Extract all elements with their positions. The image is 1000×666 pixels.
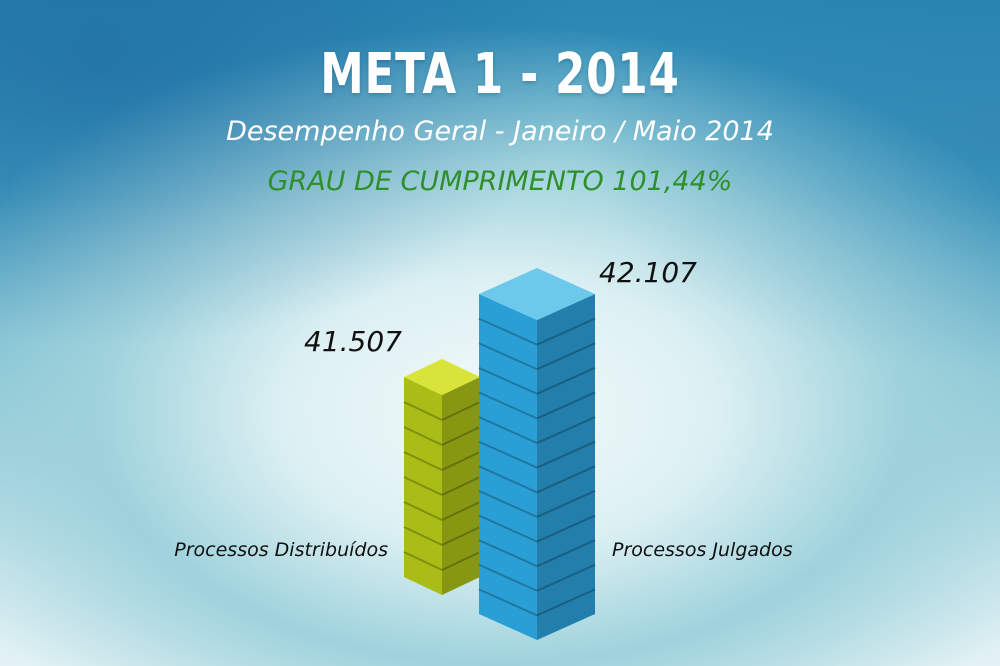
bar-julgados-layer-left-2: [478, 342, 538, 371]
bar-julgados-layer-left-11: [478, 563, 538, 592]
bar-julgados-layer-left-3: [478, 366, 538, 395]
bar-distribuidos-layer-right-7: [441, 551, 481, 571]
bar-distribuidos-layer-left-2: [403, 426, 443, 446]
page-title: META 1 - 2014: [320, 42, 680, 107]
bar-julgados-layer-left-12: [478, 588, 538, 617]
bar-julgados-layer-left-10: [478, 539, 538, 568]
bar-distribuidos-layer-right-1: [441, 401, 481, 421]
bar-julgados-layer-right-10: [536, 539, 596, 568]
bar-distribuidos-layer-right-2: [441, 426, 481, 446]
category-label-julgados: Processos Julgados: [612, 539, 793, 561]
bar-julgados-left-face: [479, 294, 537, 640]
bar-julgados-layer-left-5: [478, 416, 538, 444]
bar-julgados-layer-left-6: [478, 440, 538, 469]
bar-julgados-layer-right-5: [536, 416, 596, 444]
category-label-distribuidos: Processos Distribuídos: [174, 539, 388, 561]
bar-julgados-layer-right-1: [536, 317, 596, 346]
value-label-distribuidos: 41.507: [304, 325, 402, 358]
bar-julgados-top: [479, 268, 595, 320]
bar-julgados-layer-left-4: [478, 391, 538, 420]
bar-distribuidos-layer-right-6: [441, 526, 481, 546]
bar-distribuidos-layer-left-3: [403, 451, 443, 471]
bar-distribuidos-layer-right-5: [441, 501, 481, 521]
bar-julgados-layer-left-1: [478, 317, 538, 346]
bar-julgados-layer-right-9: [536, 514, 596, 543]
bar-julgados-layer-left-7: [478, 465, 538, 494]
bar-julgados-layer-right-12: [536, 588, 596, 617]
compliance-rate: GRAU DE CUMPRIMENTO 101,44%: [267, 166, 733, 197]
bar-distribuidos-layer-left-6: [403, 526, 443, 546]
bar-julgados-layer-left-9: [478, 514, 538, 543]
bar-distribuidos-layer-left-4: [403, 476, 443, 496]
bar-distribuidos-layer-left-1: [403, 401, 443, 421]
bar-distribuidos-top: [404, 359, 480, 395]
page-subtitle: Desempenho Geral - Janeiro / Maio 2014: [226, 116, 774, 147]
bar-julgados-layer-right-4: [536, 391, 596, 420]
bar-julgados-layer-right-11: [536, 563, 596, 592]
bar-julgados-layer-right-7: [536, 465, 596, 494]
labels-group: 41.507 42.107 Processos Distribuídos Pro…: [174, 256, 792, 561]
bar-julgados-layer-right-2: [536, 342, 596, 371]
bar-julgados-layer-right-6: [536, 440, 596, 469]
bar-julgados-right-face: [537, 294, 595, 640]
bar-julgados-layer-left-8: [478, 490, 538, 518]
bar-julgados-layer-right-8: [536, 490, 596, 518]
bar-distribuidos-layer-right-4: [441, 476, 481, 496]
value-label-julgados: 42.107: [599, 256, 697, 289]
bar-distribuidos-layer-left-7: [403, 551, 443, 571]
bars-group: [403, 268, 596, 640]
bar-julgados-layer-right-3: [536, 366, 596, 395]
bar-distribuidos-layer-left-5: [403, 501, 443, 521]
bar-distribuidos-layer-right-3: [441, 451, 481, 471]
